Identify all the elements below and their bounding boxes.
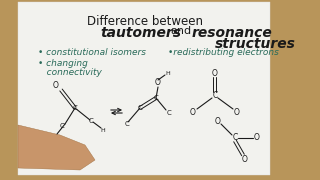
Text: O: O (190, 107, 196, 116)
Polygon shape (18, 2, 270, 175)
Text: O: O (234, 107, 240, 116)
Text: C: C (154, 95, 158, 101)
Text: connectivity: connectivity (38, 68, 102, 77)
Text: structures: structures (215, 37, 296, 51)
Text: C: C (167, 110, 172, 116)
Text: C: C (89, 118, 93, 124)
Text: • constitutional isomers: • constitutional isomers (38, 48, 146, 57)
Text: •redistributing electrons: •redistributing electrons (168, 48, 279, 57)
Text: O: O (242, 154, 248, 163)
Text: O: O (212, 69, 218, 78)
Text: O: O (53, 80, 59, 89)
Text: H: H (100, 127, 105, 132)
Text: C: C (124, 121, 129, 127)
Text: C: C (212, 91, 218, 100)
Text: O: O (215, 116, 221, 125)
Text: tautomers: tautomers (100, 26, 181, 40)
Text: Difference between: Difference between (87, 15, 203, 28)
Text: and: and (170, 26, 191, 36)
Text: C: C (60, 123, 64, 129)
Polygon shape (18, 125, 95, 170)
Text: H: H (166, 71, 170, 75)
Text: resonance: resonance (192, 26, 273, 40)
Text: C: C (232, 134, 238, 143)
Text: C: C (138, 105, 142, 111)
Text: O: O (254, 134, 260, 143)
Text: O: O (155, 78, 161, 87)
Text: C: C (73, 105, 77, 111)
Text: • changing: • changing (38, 59, 88, 68)
